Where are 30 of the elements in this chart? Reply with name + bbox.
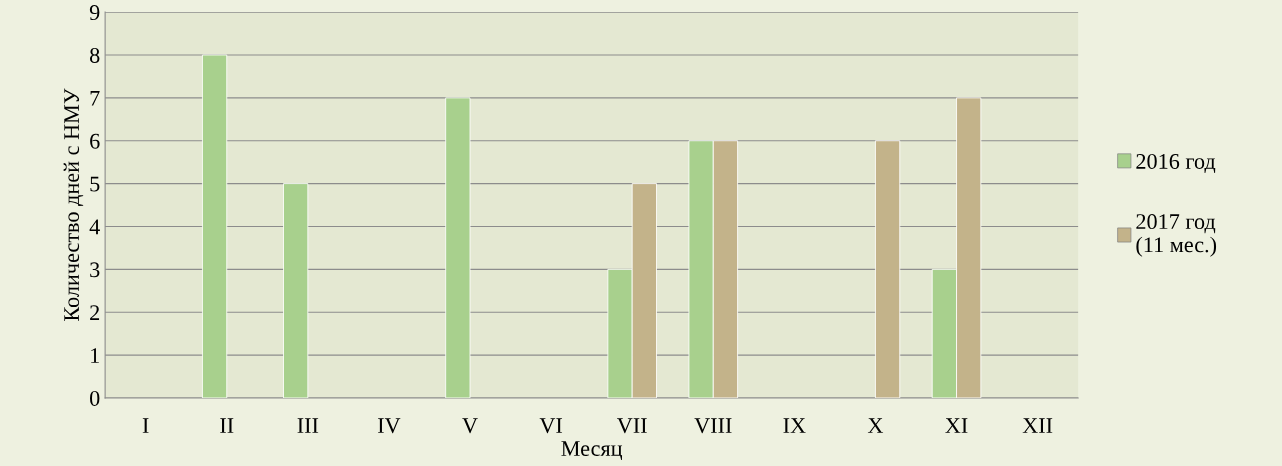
x-tick-label: VI [539, 418, 563, 434]
legend-label: 2016 год [1136, 153, 1216, 173]
x-axis-title: Месяц [561, 441, 623, 461]
y-tick-label: 6 [90, 133, 100, 149]
x-tick-label: XII [1022, 418, 1053, 433]
x-tick-label: V [462, 418, 478, 434]
y-tick-label: 7 [90, 91, 100, 106]
bar [875, 140, 901, 398]
y-tick-label: 1 [91, 348, 99, 363]
bar [283, 183, 309, 398]
x-tick-label: II [220, 418, 234, 433]
x-tick-label: IV [378, 418, 401, 434]
y-tick-label: 4 [89, 219, 100, 235]
bar [445, 97, 471, 398]
x-tick-label: I [142, 418, 149, 433]
y-tick-label: 9 [89, 5, 100, 21]
x-tick-label: X [867, 418, 884, 433]
x-tick-label: VIII [694, 418, 732, 434]
y-tick-label: 8 [90, 47, 100, 63]
y-tick-label: 3 [90, 262, 100, 278]
x-tick-label: XI [945, 418, 968, 433]
bar [202, 54, 228, 398]
y-tick-label: 2 [90, 305, 100, 320]
x-tick-label: IX [783, 418, 806, 433]
x-tick-label: VII [617, 418, 647, 434]
legend-label: 2017 год (11 мес.) [1136, 214, 1217, 257]
y-tick-label: 5 [90, 176, 100, 192]
y-axis-title: Количество дней с НМУ [63, 88, 84, 321]
y-tick-label: 0 [90, 390, 100, 406]
x-tick-label: III [297, 418, 319, 433]
